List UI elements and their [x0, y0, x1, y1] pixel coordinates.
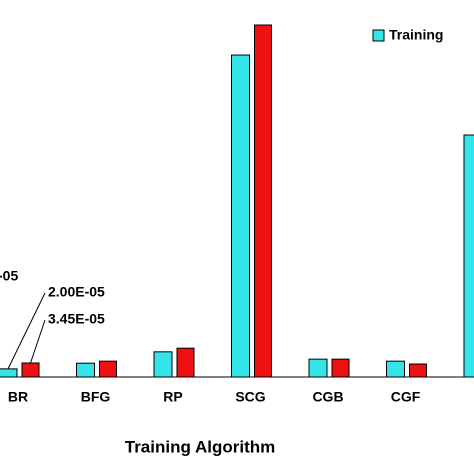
- x-tick-label: CGF: [391, 389, 421, 405]
- bar: [386, 360, 405, 378]
- x-tick-label: BR: [8, 389, 28, 405]
- bar: [409, 363, 427, 378]
- bar: [176, 347, 195, 378]
- data-label: 2.00E-05: [48, 284, 105, 300]
- legend-label: Training: [389, 27, 443, 43]
- bar: [21, 362, 40, 378]
- x-tick-label: RP: [163, 389, 182, 405]
- annotation: -05: [0, 268, 18, 284]
- bar: [99, 360, 117, 378]
- bar: [308, 358, 328, 378]
- data-label: 3.45E-05: [48, 311, 105, 327]
- leader-line: [30, 319, 46, 364]
- bar: [231, 54, 250, 378]
- leader-line: [7, 292, 46, 370]
- bar: [463, 134, 474, 378]
- x-tick-label: SCG: [235, 389, 265, 405]
- x-tick-label: BFG: [81, 389, 111, 405]
- bar: [153, 351, 173, 378]
- bar: [331, 358, 350, 378]
- x-axis-title: Training Algorithm: [125, 437, 275, 456]
- bar: [0, 368, 18, 378]
- legend-swatch: [372, 29, 385, 42]
- bar: [254, 24, 272, 378]
- x-tick-label: CGB: [312, 389, 343, 405]
- bar: [76, 362, 95, 378]
